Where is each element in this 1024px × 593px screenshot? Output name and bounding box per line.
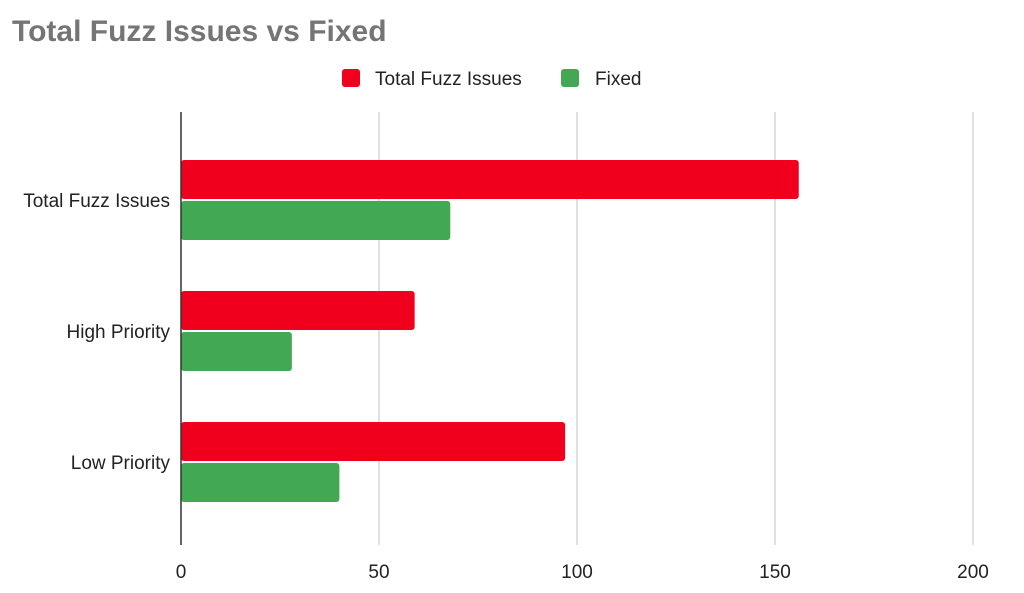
- bar-fixed-high-priority: [181, 332, 292, 371]
- x-tick-label-150: 150: [759, 562, 791, 583]
- x-tick-labels: 0 50 100 150 200: [176, 562, 989, 583]
- x-tick-label-50: 50: [368, 562, 389, 583]
- bars: [181, 160, 799, 502]
- legend: Total Fuzz Issues Fixed: [342, 69, 641, 90]
- bar-total-fuzz-issues-high-priority: [181, 291, 415, 330]
- bar-total-fuzz-issues-total-fuzz-issues: [181, 160, 799, 199]
- legend-label-fixed: Fixed: [595, 69, 641, 90]
- legend-swatch-fixed: [561, 69, 579, 87]
- legend-label-total-fuzz-issues: Total Fuzz Issues: [375, 69, 522, 90]
- category-labels: Total Fuzz Issues High Priority Low Priori…: [23, 191, 170, 474]
- x-tick-label-100: 100: [561, 562, 593, 583]
- x-tick-label-200: 200: [957, 562, 989, 583]
- category-label-total-fuzz-issues: Total Fuzz Issues: [23, 191, 170, 212]
- category-label-high-priority: High Priority: [67, 322, 171, 343]
- bar-fixed-total-fuzz-issues: [181, 201, 451, 240]
- category-label-low-priority: Low Priority: [71, 453, 171, 474]
- chart-title: Total Fuzz Issues vs Fixed: [12, 15, 387, 48]
- x-tick-label-0: 0: [176, 562, 187, 583]
- bar-total-fuzz-issues-low-priority: [181, 422, 566, 461]
- legend-swatch-total-fuzz-issues: [342, 69, 360, 87]
- bar-fixed-low-priority: [181, 463, 340, 502]
